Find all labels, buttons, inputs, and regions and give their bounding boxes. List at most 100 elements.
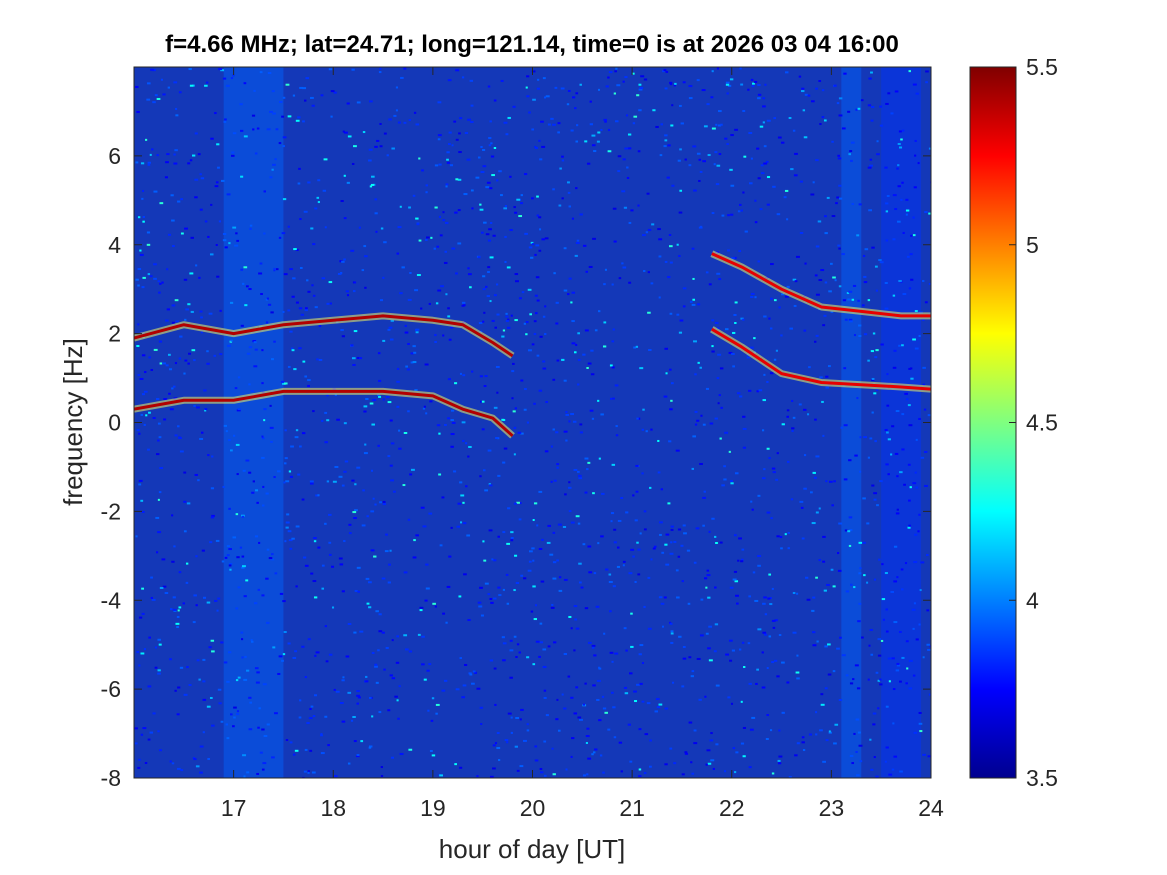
heatmap-cell <box>493 406 498 409</box>
heatmap-cell <box>577 522 581 525</box>
heatmap-cell <box>157 638 161 641</box>
heatmap-cell <box>267 303 272 306</box>
heatmap-cell <box>222 485 225 488</box>
heatmap-cell <box>551 747 554 750</box>
heatmap-cell <box>328 653 333 656</box>
heatmap-cell <box>575 627 580 630</box>
heatmap-cell <box>894 90 899 93</box>
heatmap-cell <box>857 107 861 110</box>
heatmap-cell <box>252 128 255 131</box>
heatmap-cell <box>516 198 521 201</box>
heatmap-cell <box>851 298 855 301</box>
heatmap-cell <box>388 563 391 566</box>
x-tick-label: 22 <box>719 795 745 821</box>
heatmap-cell <box>669 408 673 411</box>
heatmap-cell <box>507 712 512 715</box>
heatmap-cell <box>908 524 911 527</box>
heatmap-cell <box>733 256 737 259</box>
heatmap-cell <box>704 577 708 580</box>
heatmap-cell <box>244 655 247 658</box>
heatmap-cell <box>139 377 144 380</box>
heatmap-cell <box>565 413 570 416</box>
heatmap-cell <box>459 657 462 660</box>
heatmap-cell <box>216 275 220 278</box>
heatmap-cell <box>742 318 745 321</box>
heatmap-cell <box>282 145 285 148</box>
heatmap-cell <box>364 443 367 446</box>
heatmap-cell <box>177 200 181 203</box>
heatmap-cell <box>307 379 311 382</box>
heatmap-cell <box>302 776 305 778</box>
heatmap-cell <box>815 87 818 90</box>
heatmap-cell <box>899 146 903 149</box>
heatmap-cell <box>579 423 583 426</box>
heatmap-cell <box>918 513 921 516</box>
heatmap-cell <box>863 281 868 284</box>
heatmap-cell <box>490 601 494 604</box>
heatmap-cell <box>435 703 440 706</box>
heatmap-cell <box>261 456 265 459</box>
heatmap-cell <box>820 703 825 706</box>
heatmap-cell <box>239 546 243 549</box>
heatmap-cell <box>141 612 145 615</box>
heatmap-cell <box>494 326 497 329</box>
heatmap-cell <box>927 414 931 417</box>
heatmap-cell <box>236 556 240 559</box>
heatmap-cell <box>858 203 862 206</box>
heatmap-cell <box>535 276 540 279</box>
heatmap-cell <box>173 81 178 84</box>
heatmap-cell <box>202 596 207 599</box>
heatmap-cell <box>298 716 302 719</box>
heatmap-cell <box>603 632 606 635</box>
heatmap-cell <box>243 266 248 269</box>
heatmap-cell <box>575 187 578 190</box>
heatmap-cell <box>271 756 275 759</box>
heatmap-cell <box>742 191 745 194</box>
heatmap-cell <box>157 531 162 534</box>
heatmap-cell <box>136 429 140 432</box>
heatmap-cell <box>328 68 333 71</box>
heatmap-cell <box>384 550 389 553</box>
heatmap-cell <box>736 602 739 605</box>
heatmap-cell <box>368 745 373 748</box>
heatmap-cell <box>225 84 230 87</box>
heatmap-cell <box>796 592 799 595</box>
heatmap-cell <box>532 663 536 666</box>
heatmap-cell <box>496 313 500 316</box>
heatmap-cell <box>584 682 587 685</box>
heatmap-cell <box>428 302 431 305</box>
heatmap-cell <box>490 221 493 224</box>
heatmap-cell <box>791 399 794 402</box>
heatmap-cell <box>792 129 796 132</box>
heatmap-cell <box>890 590 894 593</box>
heatmap-cell <box>534 312 538 315</box>
heatmap-cell <box>236 409 241 412</box>
heatmap-cell <box>847 298 851 301</box>
heatmap-cell <box>282 653 286 656</box>
heatmap-cell <box>513 206 516 209</box>
heatmap-cell <box>848 544 852 547</box>
heatmap-cell <box>391 677 396 680</box>
heatmap-cell <box>506 326 511 329</box>
heatmap-cell <box>822 760 826 763</box>
heatmap-cell <box>607 128 611 131</box>
heatmap-cell <box>274 158 277 161</box>
heatmap-cell <box>192 621 196 624</box>
heatmap-cell <box>622 158 626 161</box>
heatmap-cell <box>387 581 391 584</box>
heatmap-cell <box>167 86 170 89</box>
heatmap-cell <box>409 473 413 476</box>
heatmap-cell <box>868 644 871 647</box>
heatmap-cell <box>283 273 288 276</box>
heatmap-cell <box>432 602 436 605</box>
heatmap-cell <box>895 669 900 672</box>
heatmap-cell <box>310 227 314 230</box>
heatmap-cell <box>523 322 526 325</box>
heatmap-cell <box>426 669 430 672</box>
heatmap-cell <box>781 661 785 664</box>
heatmap-cell <box>657 471 661 474</box>
heatmap-cell <box>504 235 507 238</box>
heatmap-cell <box>563 289 568 292</box>
heatmap-cell <box>748 766 752 769</box>
heatmap-cell <box>158 491 162 494</box>
